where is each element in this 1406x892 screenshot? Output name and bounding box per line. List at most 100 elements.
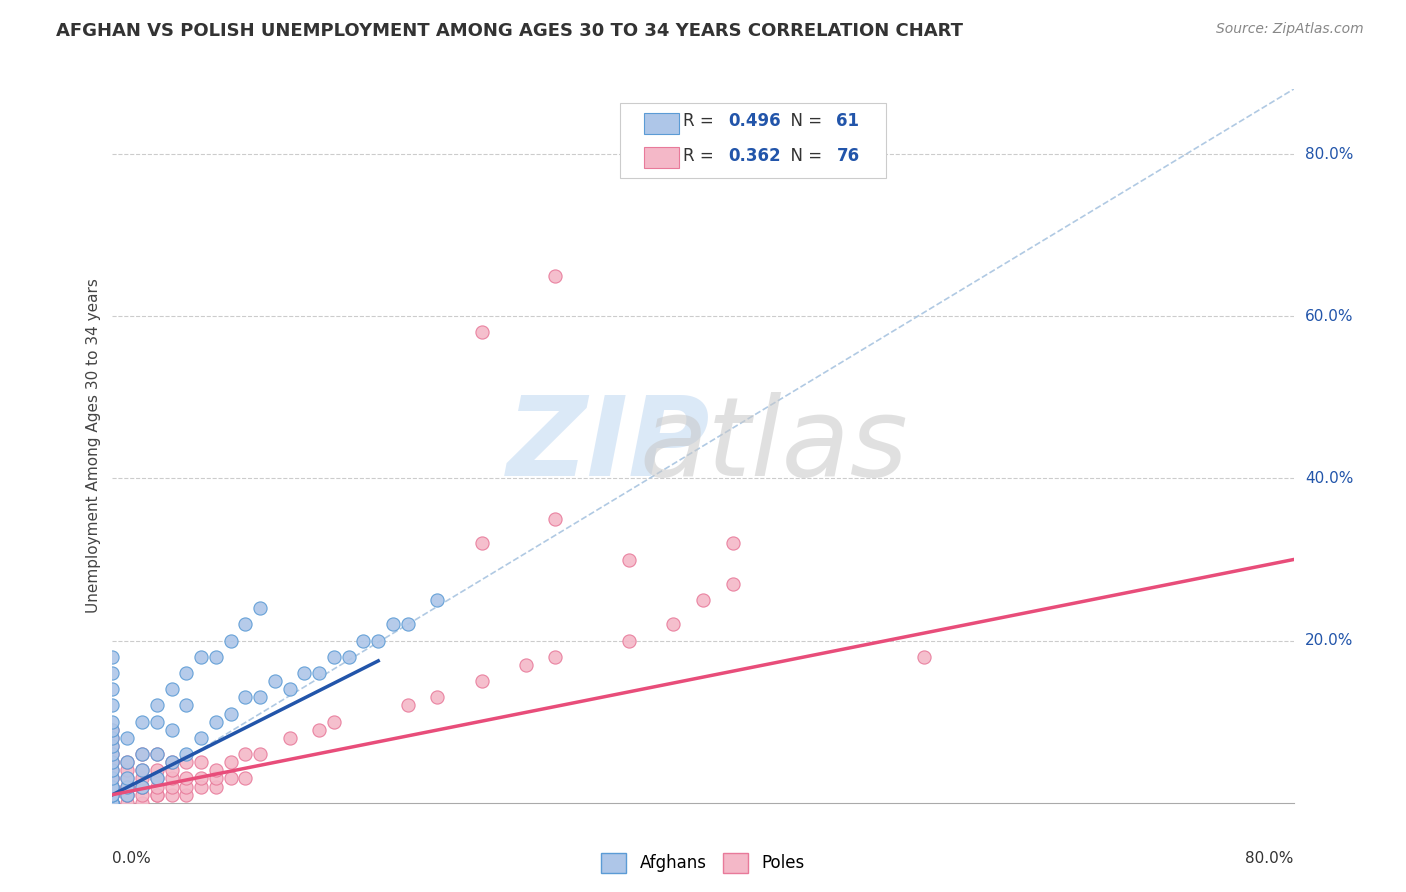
Point [515, 657, 537, 672]
Point [278, 731, 301, 745]
Point [101, 796, 124, 810]
Point [101, 739, 124, 753]
Point [101, 796, 124, 810]
Point [101, 649, 124, 664]
Point [101, 747, 124, 761]
Text: 76: 76 [837, 146, 859, 164]
Point [146, 747, 169, 761]
Point [174, 747, 197, 761]
Point [174, 788, 197, 802]
Point [101, 788, 124, 802]
Point [101, 796, 124, 810]
Point [219, 633, 242, 648]
Point [914, 649, 936, 664]
Text: AFGHAN VS POLISH UNEMPLOYMENT AMONG AGES 30 TO 34 YEARS CORRELATION CHART: AFGHAN VS POLISH UNEMPLOYMENT AMONG AGES… [56, 22, 963, 40]
Point [426, 690, 449, 705]
Point [101, 756, 124, 770]
Point [160, 756, 183, 770]
Point [101, 796, 124, 810]
Point [337, 649, 360, 664]
Y-axis label: Unemployment Among Ages 30 to 34 years: Unemployment Among Ages 30 to 34 years [86, 278, 101, 614]
Point [190, 772, 212, 786]
Text: R =: R = [683, 146, 718, 164]
Point [101, 747, 124, 761]
Legend: Afghans, Poles: Afghans, Poles [595, 847, 811, 880]
Point [146, 698, 169, 713]
FancyBboxPatch shape [644, 147, 679, 169]
Text: Source: ZipAtlas.com: Source: ZipAtlas.com [1216, 22, 1364, 37]
Point [101, 796, 124, 810]
Point [146, 772, 169, 786]
Point [101, 772, 124, 786]
Point [117, 772, 138, 786]
Point [101, 796, 124, 810]
Point [662, 617, 685, 632]
Point [219, 706, 242, 721]
Point [101, 714, 124, 729]
Point [101, 764, 124, 778]
Point [131, 764, 153, 778]
Point [131, 714, 153, 729]
Point [101, 796, 124, 810]
FancyBboxPatch shape [620, 103, 886, 178]
Point [117, 780, 138, 794]
Point [146, 780, 169, 794]
Point [146, 772, 169, 786]
Point [101, 788, 124, 802]
Text: 80.0%: 80.0% [1246, 852, 1294, 866]
Point [544, 512, 567, 526]
Point [101, 796, 124, 810]
Point [131, 747, 153, 761]
Point [101, 780, 124, 794]
Point [131, 747, 153, 761]
Point [101, 796, 124, 810]
Point [101, 780, 124, 794]
Point [190, 780, 212, 794]
Point [101, 698, 124, 713]
Point [101, 788, 124, 802]
Point [146, 764, 169, 778]
Point [101, 780, 124, 794]
Point [190, 649, 212, 664]
Point [101, 796, 124, 810]
Point [190, 731, 212, 745]
Point [396, 698, 419, 713]
Point [233, 690, 256, 705]
Point [101, 772, 124, 786]
Text: N =: N = [780, 146, 827, 164]
Point [131, 780, 153, 794]
Point [101, 739, 124, 753]
Point [205, 764, 228, 778]
Point [146, 788, 169, 802]
Point [544, 268, 567, 283]
Point [160, 780, 183, 794]
Point [160, 788, 183, 802]
Point [160, 682, 183, 697]
Point [619, 552, 641, 566]
Point [619, 633, 641, 648]
Point [101, 731, 124, 745]
Text: 61: 61 [837, 112, 859, 130]
Point [117, 764, 138, 778]
Point [101, 780, 124, 794]
Text: R =: R = [683, 112, 718, 130]
Point [101, 796, 124, 810]
Point [101, 764, 124, 778]
Text: 20.0%: 20.0% [1305, 633, 1354, 648]
Point [160, 756, 183, 770]
Point [396, 617, 419, 632]
Point [101, 731, 124, 745]
Text: 0.0%: 0.0% [112, 852, 152, 866]
Point [146, 714, 169, 729]
Point [382, 617, 405, 632]
Text: 0.362: 0.362 [728, 146, 780, 164]
Point [721, 536, 744, 550]
Point [131, 764, 153, 778]
Point [190, 756, 212, 770]
Text: ZIP: ZIP [506, 392, 710, 500]
Point [117, 780, 138, 794]
Point [117, 788, 138, 802]
Point [101, 788, 124, 802]
Point [352, 633, 374, 648]
Point [308, 666, 330, 681]
